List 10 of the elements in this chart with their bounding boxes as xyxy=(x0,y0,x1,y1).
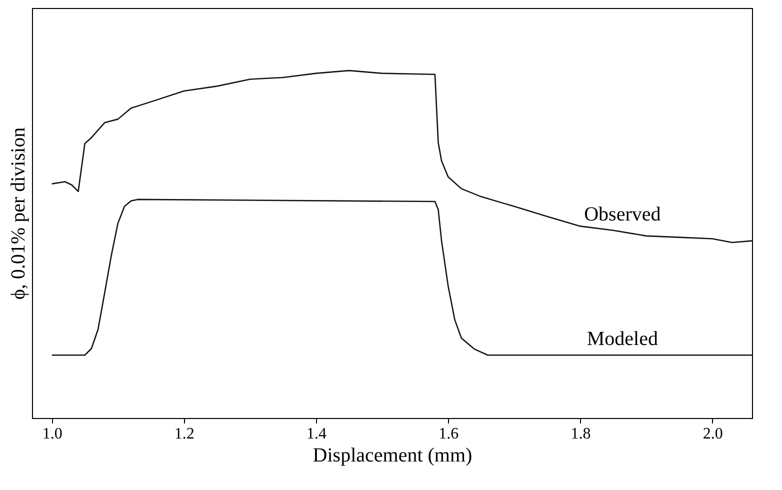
series-label: Observed xyxy=(584,203,661,226)
x-tick-label: 1.2 xyxy=(174,426,194,442)
x-tick-label: 1.0 xyxy=(42,426,62,442)
x-tick-label: 2.0 xyxy=(702,426,723,442)
x-tick-label: 1.6 xyxy=(438,426,459,442)
x-tick-label: 1.4 xyxy=(306,426,327,442)
x-axis-title: Displacement (mm) xyxy=(312,444,472,466)
x-tick-label: 1.8 xyxy=(570,426,591,442)
series-label: Modeled xyxy=(586,328,658,350)
y-axis-title: ϕ, 0.01% per division xyxy=(8,127,30,300)
